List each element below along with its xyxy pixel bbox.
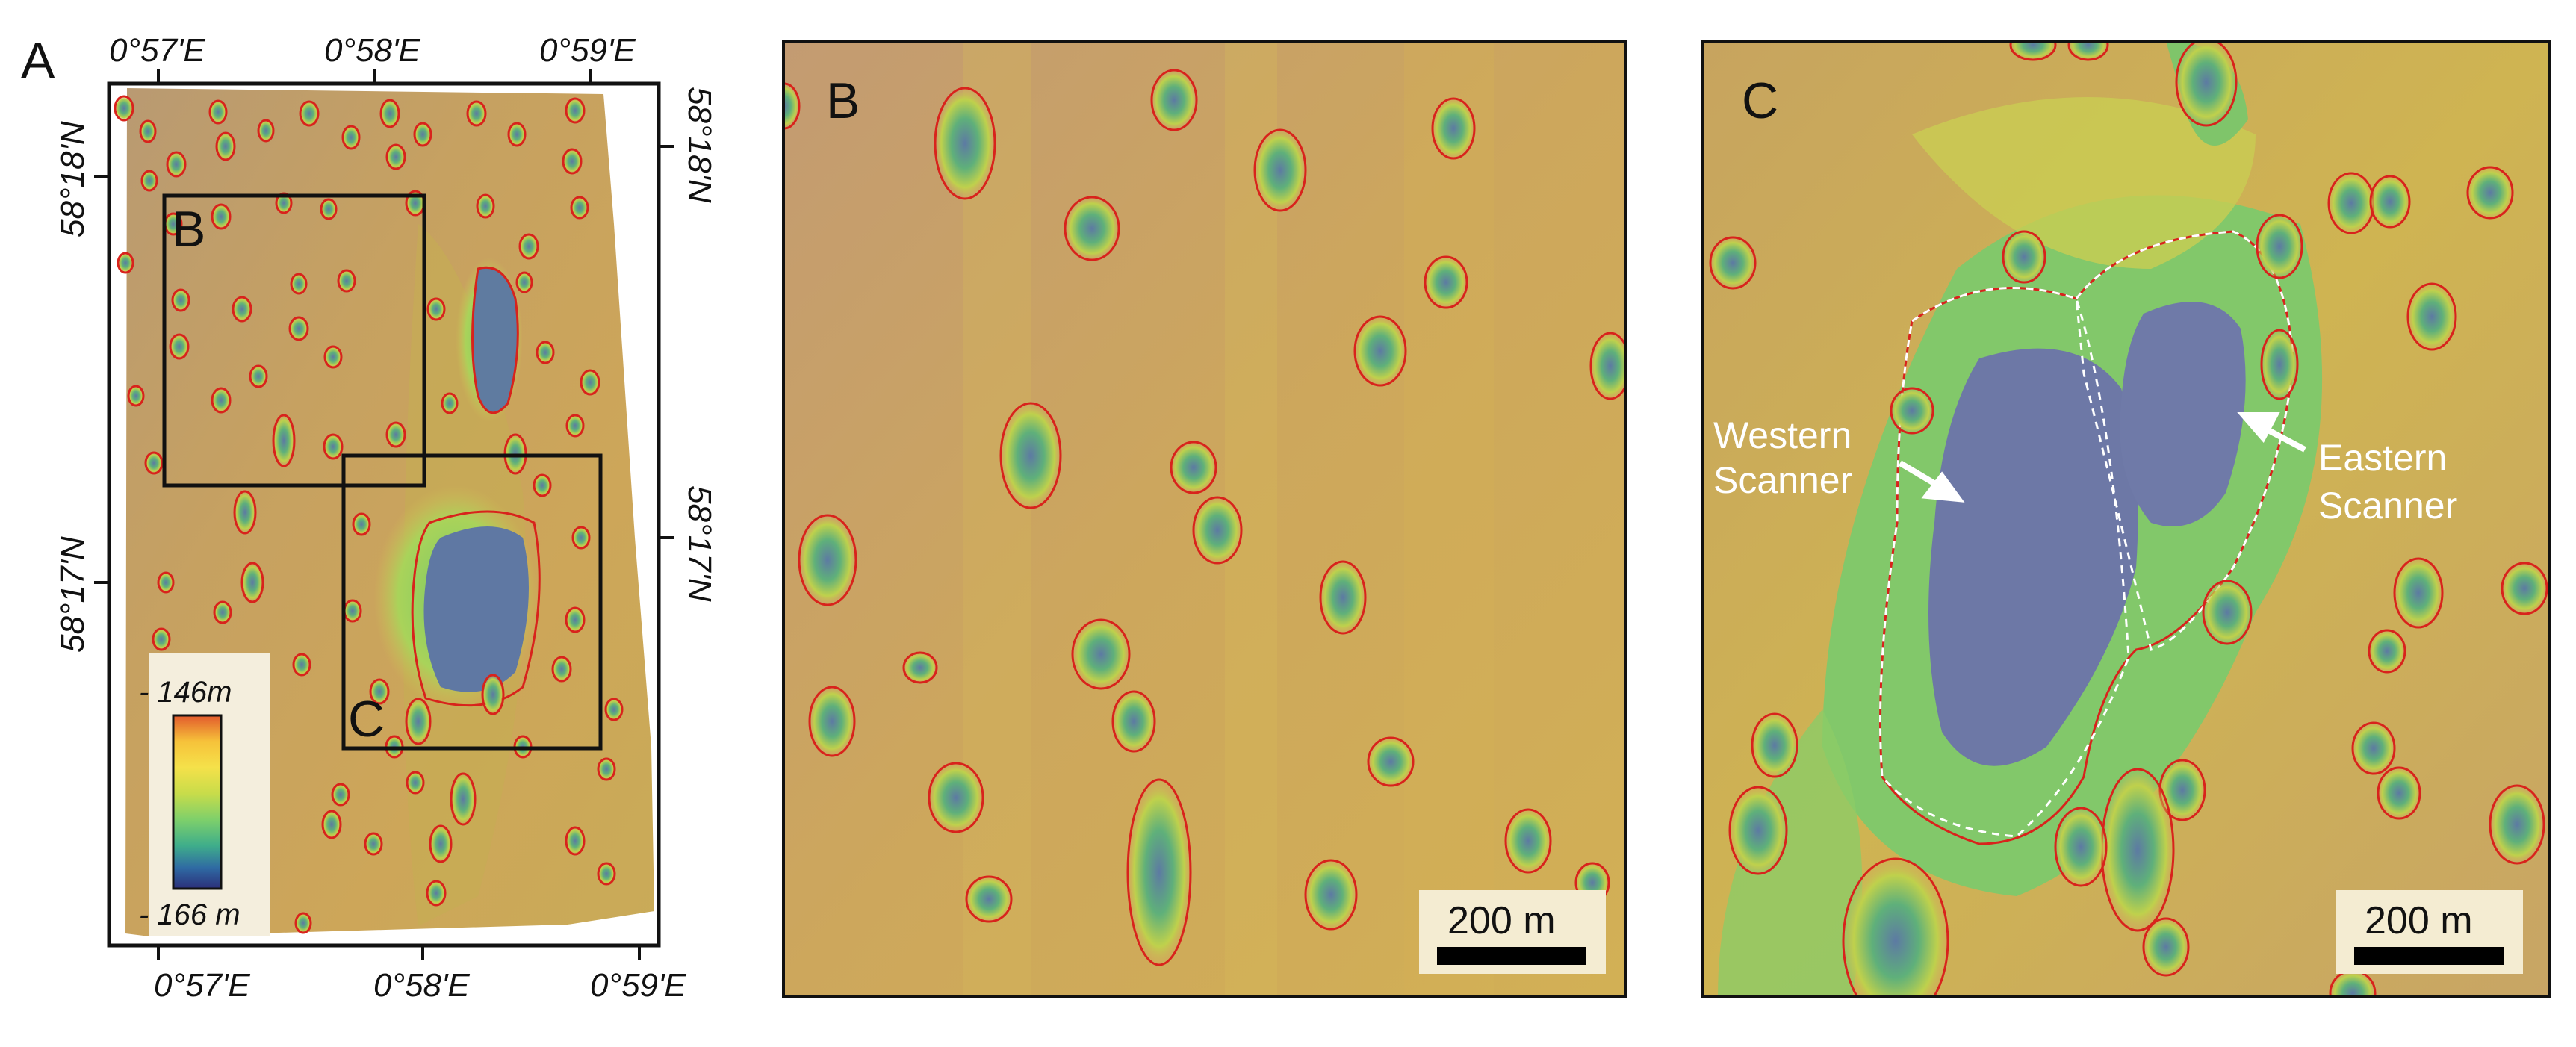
left-lat-label: 58°18'N (55, 121, 91, 237)
bottom-lon-label: 0°57'E (154, 967, 250, 1004)
scale-bar-c-line (2354, 947, 2504, 965)
western-scanner-depression (1928, 348, 2138, 766)
arrow-eastern (2237, 412, 2306, 453)
right-lat-label: 58°17'N (681, 485, 718, 602)
panel-b-letter: B (826, 72, 860, 129)
eastern-scanner-depression (2120, 302, 2246, 526)
scale-label-b: 200 m (1447, 899, 1556, 942)
depth-legend: - 146m - 166 m (139, 653, 270, 936)
legend-bottom-label: - 166 m (139, 898, 240, 931)
bottom-lon-label: 0°59'E (590, 967, 686, 1004)
right-lat-label: 58°18'N (681, 87, 718, 203)
annotation-western-line2: Scanner (1713, 459, 1852, 501)
arrow-western (1898, 460, 1965, 503)
panel-b-frame (782, 40, 1627, 998)
legend-top-label: - 146m (139, 676, 232, 709)
inset-c-label: C (348, 691, 385, 748)
top-lon-label: 0°59'E (539, 32, 636, 69)
top-ticks (94, 69, 674, 960)
annotation-eastern-line1: Eastern (2318, 437, 2447, 479)
pits-c (1709, 41, 2548, 997)
panel-c-frame (1701, 40, 2551, 998)
panel-a-letter: A (21, 32, 55, 89)
top-lon-label: 0°58'E (324, 32, 420, 69)
scale-label-c: 200 m (2365, 899, 2473, 942)
annotation-eastern-line2: Scanner (2318, 485, 2457, 526)
pits-b (783, 69, 1626, 966)
legend-colorbar (172, 714, 223, 890)
annotation-western-line1: Western (1713, 414, 1852, 456)
panel-a: A 0°57'E 0°58'E 0°59'E (21, 32, 718, 1004)
top-lon-label: 0°57'E (109, 32, 205, 69)
inset-box-b (162, 193, 426, 488)
panel-c: Western Scanner Eastern Scanner 200 m C (1701, 40, 2551, 998)
panel-c-letter: C (1742, 72, 1778, 129)
inset-box-c (341, 453, 603, 751)
bottom-lon-label: 0°58'E (373, 967, 470, 1004)
scale-bar-c: 200 m (2336, 890, 2523, 974)
left-lat-label: 58°17'N (55, 536, 91, 653)
inset-b-label: B (172, 201, 205, 258)
panel-b: 200 m B (782, 40, 1627, 998)
scale-bar-b-line (1437, 947, 1586, 965)
scale-bar-b: 200 m (1419, 890, 1606, 974)
